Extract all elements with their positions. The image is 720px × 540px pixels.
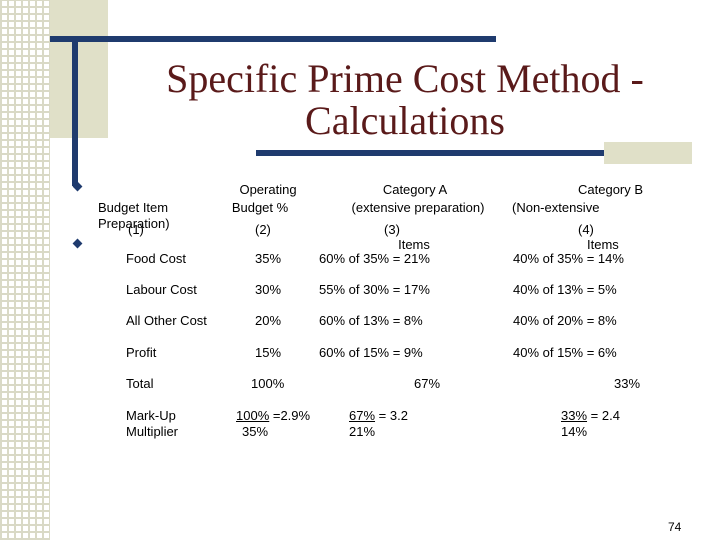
decorative-box-top xyxy=(50,0,108,138)
page-number: 74 xyxy=(668,520,682,534)
row-profit-budget: 15% xyxy=(255,345,282,360)
decorative-grid-strip xyxy=(0,0,50,540)
header-category-a-num: (3) xyxy=(384,222,400,237)
header-category-a-line1: Category A xyxy=(382,182,448,197)
markup-category-b-denominator: 14% xyxy=(561,424,588,439)
slide-title: Specific Prime Cost Method - Calculation… xyxy=(110,58,700,142)
row-other-category-a: 60% of 13% = 8% xyxy=(319,313,423,328)
markup-category-a-result: = 3.2 xyxy=(375,408,408,423)
decorative-bar-top xyxy=(50,36,496,42)
header-item-num: (1) xyxy=(128,222,144,237)
header-category-a-line3: Items xyxy=(398,237,430,252)
row-profit-category-a: 60% of 15% = 9% xyxy=(319,345,423,360)
row-labour-category-b: 40% of 13% = 5% xyxy=(513,282,617,297)
header-operating-line2: Budget % xyxy=(231,200,289,215)
row-food-item: Food Cost xyxy=(126,251,186,266)
header-category-b-line1: Category B xyxy=(578,182,644,197)
row-profit-item: Profit xyxy=(126,345,157,360)
header-category-b-num: (4) xyxy=(578,222,594,237)
row-food-category-a: 60% of 35% = 21% xyxy=(319,251,430,266)
row-labour-item: Labour Cost xyxy=(126,282,197,297)
row-profit-category-b: 40% of 15% = 6% xyxy=(513,345,617,360)
markup-category-a-denominator: 21% xyxy=(349,424,376,439)
header-category-b-line2: (Non-extensive xyxy=(512,200,600,215)
row-labour-budget: 30% xyxy=(255,282,282,297)
header-item-line2: Preparation) xyxy=(98,216,170,231)
bullet-icon xyxy=(72,181,83,192)
markup-category-b-result: = 2.4 xyxy=(587,408,620,423)
decorative-bar-bottom xyxy=(256,150,692,156)
header-category-b-line3: Items xyxy=(587,237,619,252)
markup-budget-denominator: 35% xyxy=(242,424,269,439)
row-food-category-b: 40% of 35% = 14% xyxy=(513,251,624,266)
total-category-b: 33% xyxy=(614,376,641,391)
total-label: Total xyxy=(126,376,154,391)
markup-budget-line: 100% =2.9% xyxy=(236,407,310,424)
title-line-2: Calculations xyxy=(305,98,505,143)
header-category-a-line2: (extensive preparation) xyxy=(351,200,485,215)
bullet-icon xyxy=(72,238,83,249)
markup-category-b-line: 33% = 2.4 xyxy=(561,407,620,424)
markup-budget-numerator: 100% xyxy=(236,408,270,423)
markup-label-line2: Multiplier xyxy=(126,424,179,439)
row-other-item: All Other Cost xyxy=(126,313,207,328)
row-labour-category-a: 55% of 30% = 17% xyxy=(319,282,430,297)
row-other-budget: 20% xyxy=(255,313,282,328)
row-other-category-b: 40% of 20% = 8% xyxy=(513,313,617,328)
markup-budget-result: =2.9% xyxy=(269,408,311,423)
markup-category-a-line: 67% = 3.2 xyxy=(349,407,408,424)
header-operating-num: (2) xyxy=(255,222,271,237)
title-line-1: Specific Prime Cost Method - xyxy=(166,56,644,101)
header-item-line1: Budget Item xyxy=(98,200,169,215)
markup-category-b-numerator: 33% xyxy=(561,408,588,423)
header-operating-line1: Operating xyxy=(239,182,297,197)
row-food-budget: 35% xyxy=(255,251,282,266)
total-budget: 100% xyxy=(251,376,285,391)
total-category-a: 67% xyxy=(414,376,441,391)
decorative-box-bottom xyxy=(604,142,692,164)
decorative-vertical-bar xyxy=(72,36,78,186)
markup-category-a-numerator: 67% xyxy=(349,408,376,423)
markup-label-line1: Mark-Up xyxy=(126,408,176,423)
